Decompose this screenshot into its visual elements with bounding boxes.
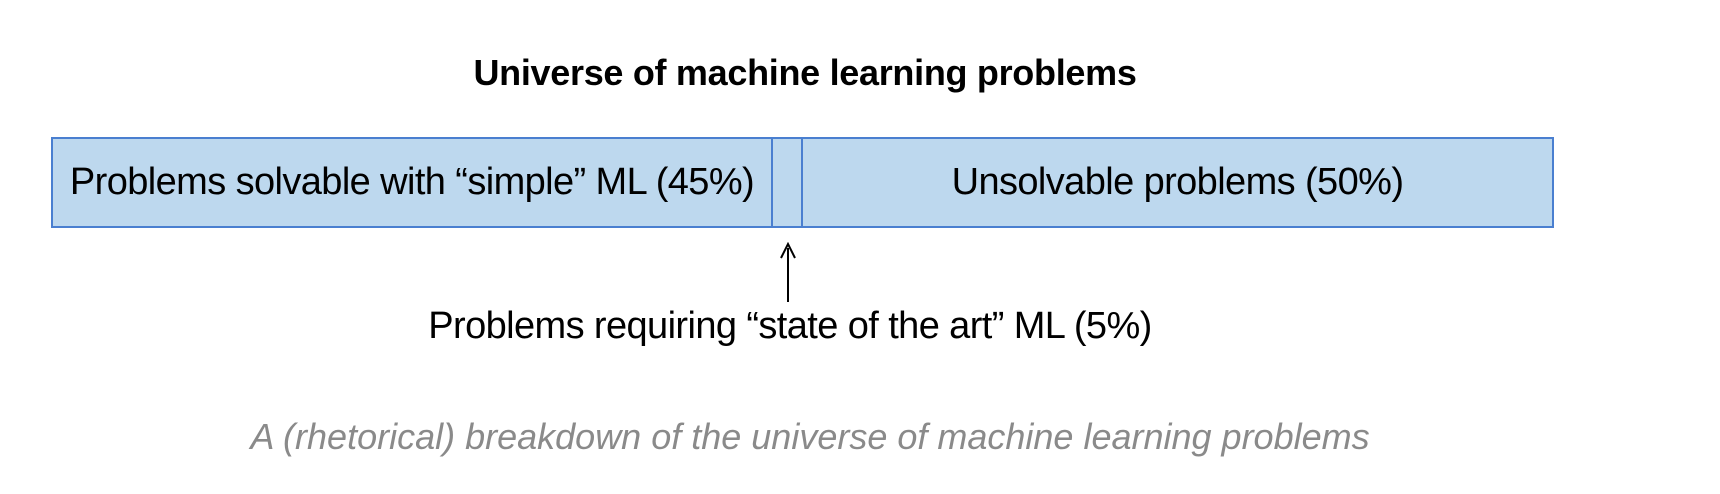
segment-unsolvable-label: Unsolvable problems (50%) (951, 161, 1404, 203)
segment-simple-ml: Problems solvable with “simple” ML (45%) (51, 137, 773, 228)
problem-breakdown-bar: Problems solvable with “simple” ML (45%)… (51, 137, 1554, 228)
segment-unsolvable: Unsolvable problems (50%) (803, 137, 1554, 228)
segment-simple-ml-label: Problems solvable with “simple” ML (45%) (69, 161, 755, 203)
arrow-up-icon (780, 242, 796, 302)
callout-label: Problems requiring “state of the art” ML… (428, 305, 1152, 347)
segment-state-of-the-art-ml (773, 137, 803, 228)
figure-caption: A (rhetorical) breakdown of the universe… (250, 416, 1370, 457)
diagram-title: Universe of machine learning problems (473, 52, 1137, 93)
